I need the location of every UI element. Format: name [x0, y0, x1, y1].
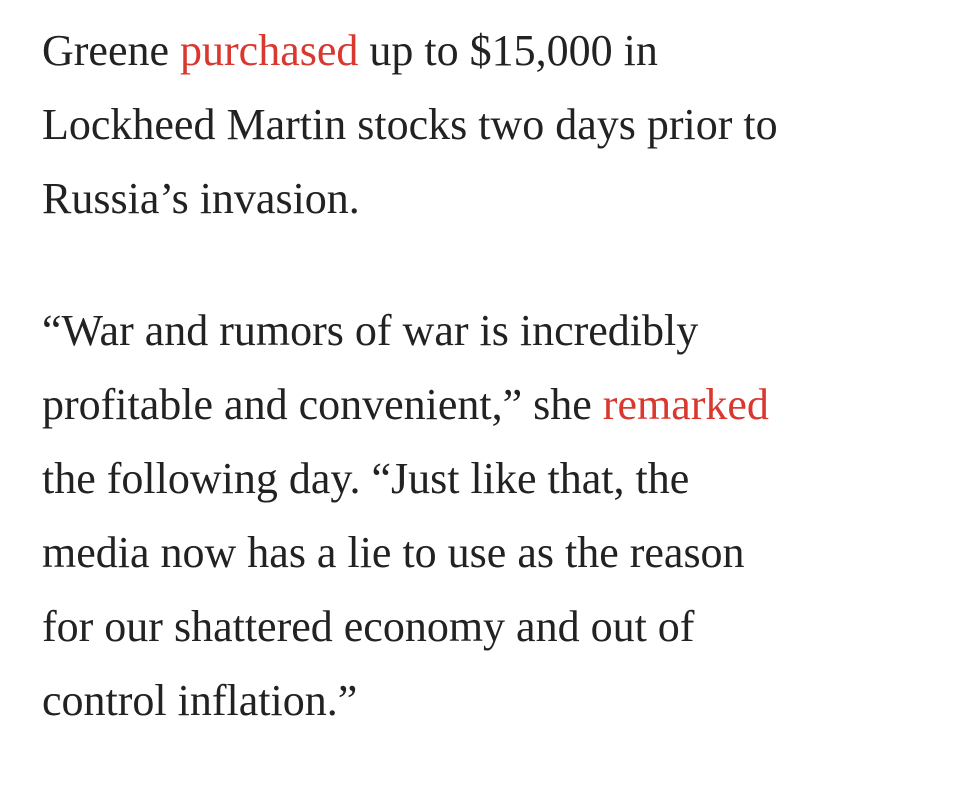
text-line: control inflation.” — [42, 664, 954, 738]
article: Greene purchased up to $15,000 in Lockhee… — [42, 14, 954, 738]
text-line: Russia’s invasion. — [42, 162, 954, 236]
text: Lockheed Martin stocks two days prior to — [42, 100, 778, 149]
link[interactable]: remarked — [602, 380, 769, 429]
text: control inflation.” — [42, 676, 358, 725]
text: profitable and convenient,” she — [42, 380, 603, 429]
link[interactable]: purchased — [180, 26, 359, 75]
text-line: profitable and convenient,” she remarked — [42, 368, 954, 442]
paragraph: Greene purchased up to $15,000 in Lockhee… — [42, 14, 954, 236]
text: Russia’s invasion. — [42, 174, 360, 223]
text-line: “War and rumors of war is incredibly — [42, 294, 954, 368]
text: the following day. “Just like that, the — [42, 454, 690, 503]
text: “War and rumors of war is incredibly — [42, 306, 699, 355]
text: Greene — [42, 26, 181, 75]
text-line: the following day. “Just like that, the — [42, 442, 954, 516]
paragraph: “War and rumors of war is incredibly prof… — [42, 294, 954, 738]
text-line: Lockheed Martin stocks two days prior to — [42, 88, 954, 162]
text-line: media now has a lie to use as the reason — [42, 516, 954, 590]
text-line: Greene purchased up to $15,000 in — [42, 14, 954, 88]
text: media now has a lie to use as the reason — [42, 528, 745, 577]
text: for our shattered economy and out of — [42, 602, 695, 651]
text: up to $15,000 in — [358, 26, 658, 75]
text-line: for our shattered economy and out of — [42, 590, 954, 664]
